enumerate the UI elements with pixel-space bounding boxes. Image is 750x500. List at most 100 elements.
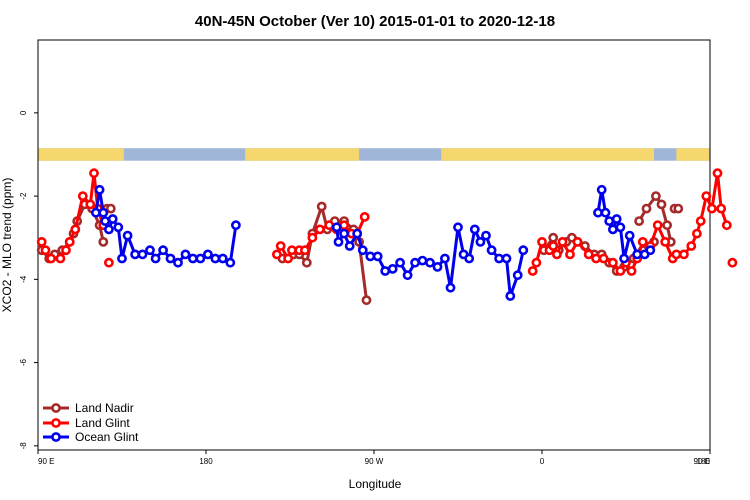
land-glint-point bbox=[615, 266, 626, 276]
land-glint-point bbox=[686, 241, 697, 251]
ocean-glint-point bbox=[475, 236, 486, 247]
land-nadir-point bbox=[105, 203, 116, 214]
ocean-glint-point bbox=[600, 207, 611, 218]
ocean-glint-point bbox=[632, 249, 643, 260]
ocean-glint-point bbox=[137, 249, 148, 260]
ocean-glint-point bbox=[225, 257, 236, 268]
land-band bbox=[38, 148, 124, 161]
ocean-glint-point bbox=[158, 245, 168, 256]
ocean-glint-point bbox=[217, 253, 228, 264]
y-tick-label: 0 bbox=[19, 110, 28, 115]
land-nadir-point bbox=[316, 201, 327, 212]
land-glint-point bbox=[565, 249, 575, 260]
land-glint-point bbox=[557, 236, 568, 247]
land-nadir-point bbox=[673, 203, 684, 214]
ocean-glint-point bbox=[608, 224, 618, 235]
land-glint-point bbox=[275, 241, 286, 251]
land-glint-point bbox=[701, 191, 712, 201]
ocean-glint-point bbox=[117, 253, 127, 264]
y-axis-label: XCO2 - MLO trend (ppm) bbox=[0, 178, 14, 313]
ocean-glint-point bbox=[187, 253, 198, 264]
land-glint-point bbox=[527, 266, 538, 276]
land-glint-point bbox=[324, 220, 335, 231]
land-glint-point bbox=[299, 245, 310, 256]
ocean-glint-point bbox=[333, 236, 344, 247]
ocean-glint-point bbox=[501, 253, 512, 264]
legend-label-land-nadir: Land Nadir bbox=[75, 401, 134, 415]
ocean-glint-point bbox=[344, 241, 355, 251]
land-glint-point bbox=[271, 249, 282, 260]
legend-label-ocean-glint: Ocean Glint bbox=[75, 430, 139, 444]
ocean-glint-point bbox=[122, 230, 133, 241]
land-glint-point bbox=[61, 245, 71, 256]
land-glint-point bbox=[77, 191, 88, 201]
y-tick-label: -4 bbox=[19, 275, 28, 283]
ocean-glint-point bbox=[518, 245, 529, 256]
series-group bbox=[36, 168, 738, 306]
ocean-glint-point bbox=[469, 224, 480, 235]
ocean-glint-point bbox=[439, 253, 450, 264]
ocean-glint-point bbox=[180, 249, 191, 260]
legend-marker-ocean-glint bbox=[51, 432, 61, 442]
y-axis: 0 -2 -4 -6 -8 bbox=[19, 110, 38, 449]
land-glint-point bbox=[660, 236, 671, 247]
land-nadir-point bbox=[301, 257, 312, 268]
legend-marker-land-nadir bbox=[51, 403, 61, 413]
land-glint-point bbox=[608, 257, 618, 268]
ocean-glint-point bbox=[464, 253, 475, 264]
land-glint-point bbox=[652, 220, 663, 231]
ocean-glint-point bbox=[331, 222, 342, 233]
land-glint-point bbox=[598, 253, 609, 264]
land-band bbox=[245, 148, 360, 161]
land-nadir-point bbox=[651, 191, 661, 201]
ocean-glint-point bbox=[486, 245, 497, 256]
ocean-glint-point bbox=[387, 263, 398, 274]
land-nadir-point bbox=[361, 295, 372, 306]
land-glint-point bbox=[40, 245, 51, 256]
land-band bbox=[676, 148, 710, 161]
land-glint-point bbox=[637, 236, 648, 247]
land-glint-point bbox=[716, 203, 727, 214]
land-glint-point bbox=[307, 232, 318, 243]
ocean-glint-point bbox=[165, 253, 176, 264]
series-ocean-glint bbox=[91, 184, 656, 301]
ocean-glint-point bbox=[505, 291, 516, 301]
land-glint-point bbox=[64, 236, 75, 247]
ocean-glint-point bbox=[395, 257, 405, 268]
land-glint-point bbox=[671, 249, 682, 260]
ocean-glint-point bbox=[113, 222, 124, 233]
x-tick-label: 0 bbox=[540, 457, 545, 466]
land-glint-point bbox=[104, 257, 114, 268]
legend-label-land-glint: Land Glint bbox=[75, 416, 130, 430]
x-tick-label: 180 bbox=[199, 457, 213, 466]
land-glint-point bbox=[89, 168, 99, 179]
x-tick-label: 90 W bbox=[365, 457, 384, 466]
land-nadir-point bbox=[641, 203, 652, 214]
ocean-glint-point bbox=[611, 214, 622, 224]
ocean-glint-point bbox=[445, 282, 456, 293]
land-nadir-point bbox=[662, 220, 672, 231]
ocean-glint-point bbox=[372, 251, 383, 262]
land-glint-point bbox=[712, 168, 723, 179]
x-tick-label: 90 E bbox=[694, 457, 710, 466]
land-glint-point bbox=[572, 236, 583, 247]
ocean-glint-point bbox=[380, 266, 391, 276]
ocean-glint-point bbox=[202, 249, 213, 260]
ocean-glint-point bbox=[107, 214, 118, 224]
land-band bbox=[441, 148, 654, 161]
land-glint-point bbox=[70, 224, 81, 235]
land-glint-point bbox=[679, 249, 689, 260]
ocean-glint-point bbox=[645, 245, 656, 256]
ocean-glint-point bbox=[145, 245, 155, 256]
ocean-glint-point bbox=[624, 230, 635, 241]
ocean-glint-point bbox=[352, 228, 363, 239]
land-glint-point bbox=[46, 253, 56, 264]
land-glint-point bbox=[55, 253, 66, 264]
ocean-glint-point bbox=[98, 207, 109, 218]
x-tick-label: 180 bbox=[697, 457, 711, 466]
land-glint-point bbox=[721, 220, 732, 231]
land-glint-point bbox=[531, 257, 542, 268]
land-glint-point bbox=[548, 241, 559, 251]
